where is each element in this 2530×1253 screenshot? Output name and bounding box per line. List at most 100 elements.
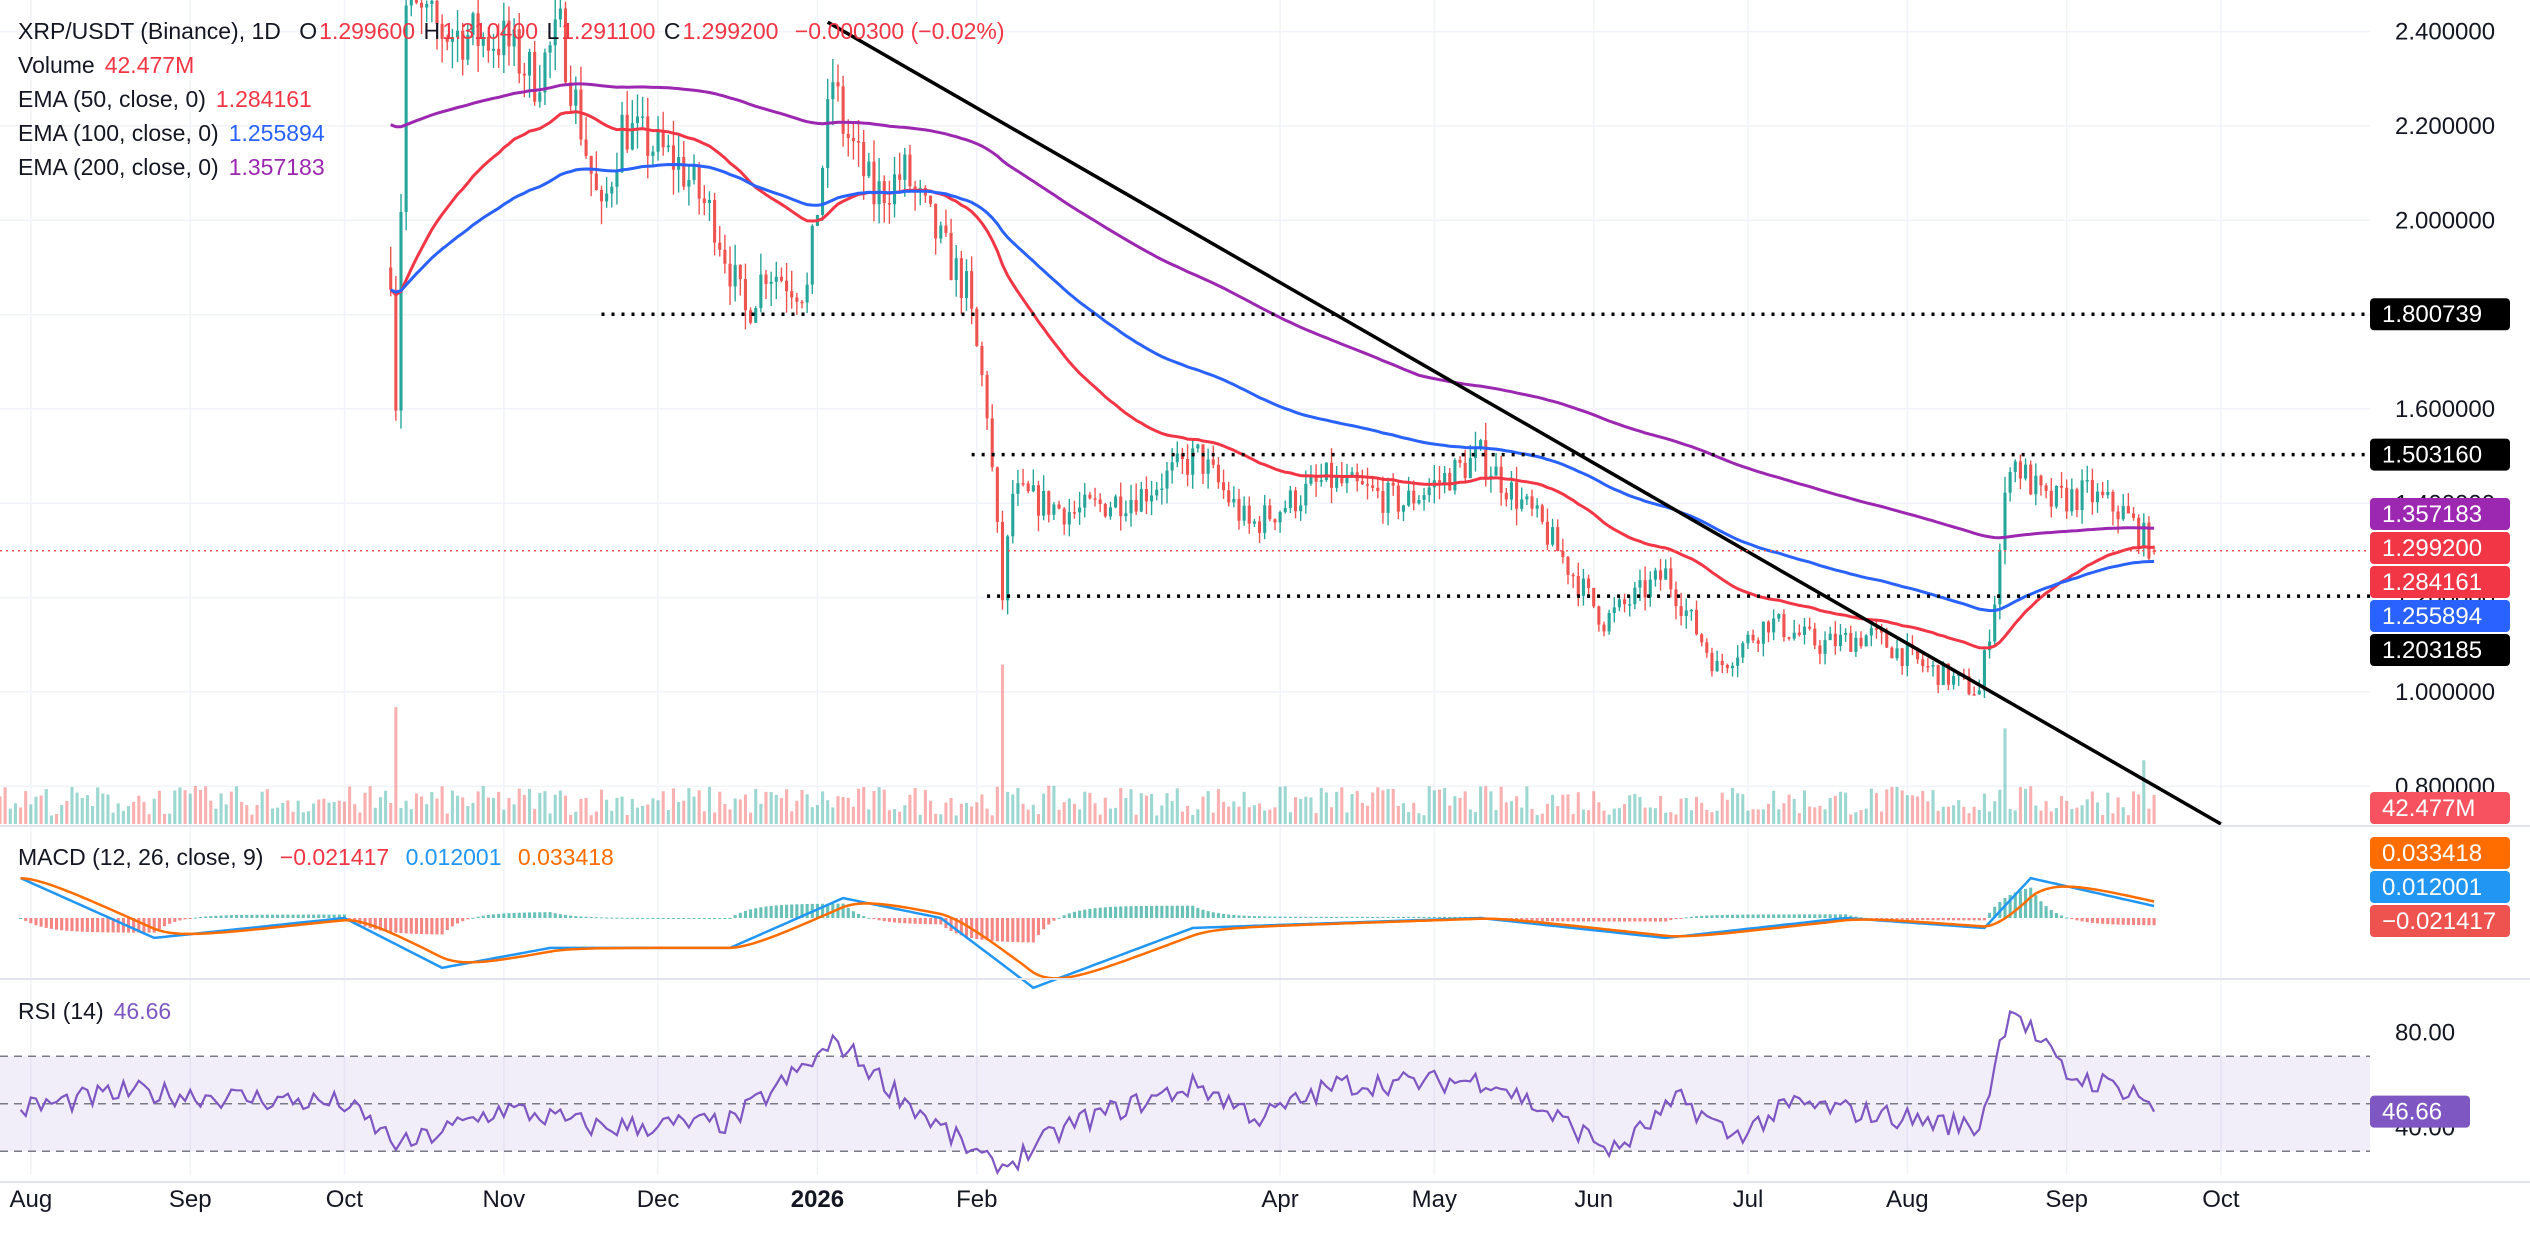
macd-histogram-bar <box>270 914 275 918</box>
candle-body <box>538 92 542 102</box>
candle-body <box>995 467 999 522</box>
volume-bar <box>2126 815 2130 824</box>
volume-bar <box>1736 793 1740 824</box>
volume-bar <box>769 791 773 824</box>
candle-body <box>512 29 516 47</box>
candle-body <box>414 0 418 3</box>
volume-bar <box>13 803 17 824</box>
candle-body <box>913 186 917 189</box>
volume-bar <box>404 800 408 824</box>
macd-label: MACD (12, 26, close, 9) <box>18 844 264 870</box>
volume-bar <box>862 786 866 824</box>
macd-histogram-bar <box>646 917 650 919</box>
macd-histogram-bar <box>903 918 907 924</box>
candle-body <box>1766 621 1771 633</box>
macd-histogram-bar <box>1967 918 1971 921</box>
macd-histogram-bar <box>1365 916 1370 918</box>
level-label-1203185-box <box>2370 634 2510 666</box>
volume-bar <box>1905 795 1909 824</box>
candles <box>389 0 2156 698</box>
candle-body <box>1119 496 1123 517</box>
volume-bar <box>2080 805 2084 824</box>
volume-bar <box>312 803 316 824</box>
rsi-axis-label: 46.66 <box>2382 1099 2442 1126</box>
macd-histogram-bar <box>594 917 598 919</box>
volume-bar <box>2101 815 2105 824</box>
macd-histogram-bar <box>2039 901 2043 918</box>
candle-body <box>1617 599 1621 608</box>
candle-body <box>1741 643 1745 658</box>
volume-bar <box>625 815 629 824</box>
volume-bar <box>1401 803 1406 824</box>
volume-bar <box>964 802 969 824</box>
macd-histogram-bar <box>1885 918 1889 920</box>
volume-bar <box>1581 809 1585 824</box>
candle-body <box>1196 444 1200 449</box>
macd-histogram-bar <box>286 914 290 918</box>
macd-histogram-bar <box>1890 918 1894 920</box>
volume-bar <box>183 790 187 824</box>
macd-histogram-bar <box>1694 916 1699 918</box>
volume-bar <box>1916 796 1920 824</box>
macd-axis-label-box <box>2370 871 2510 903</box>
rsi-value: 46.66 <box>113 998 172 1024</box>
candle-body <box>2070 489 2074 512</box>
candle-body <box>1705 642 1709 653</box>
volume-bar <box>738 799 742 824</box>
volume-bar <box>1314 813 1318 824</box>
candle-body <box>641 116 645 118</box>
macd-histogram-bar <box>1139 905 1143 918</box>
macd-histogram-bar <box>2106 918 2110 925</box>
volume-bar <box>2070 809 2074 824</box>
volume-bar <box>671 788 676 824</box>
volume-bar <box>749 812 753 824</box>
candle-body <box>497 48 501 56</box>
candle-body <box>990 418 994 468</box>
volume-bar <box>728 809 732 824</box>
candle-body <box>1391 482 1395 486</box>
volume-bar <box>1309 797 1313 824</box>
volume-bar <box>1186 805 1190 824</box>
x-tick-label: Sep <box>169 1186 212 1213</box>
macd-histogram-bar <box>90 918 95 933</box>
candle-body <box>1067 512 1071 525</box>
x-tick-label: Feb <box>956 1186 997 1213</box>
macd-histogram-bar <box>538 912 542 918</box>
macd-histogram-bar <box>481 915 485 918</box>
macd-histogram-bar <box>800 904 804 918</box>
candle-body <box>1931 665 1935 667</box>
volume-bar <box>2137 794 2141 824</box>
macd-histogram-bar <box>605 917 609 919</box>
candle-body <box>409 0 413 6</box>
macd-histogram-bar <box>409 918 413 934</box>
macd-histogram-bar <box>1648 918 1652 922</box>
open-label: O <box>299 18 318 44</box>
volume-bar <box>1386 788 1390 824</box>
macd-histogram-bar <box>738 912 742 918</box>
macd-histogram-bar <box>1396 916 1400 918</box>
macd-histogram-bar <box>1036 918 1041 936</box>
volume-bar <box>245 805 249 824</box>
macd-histogram-bar <box>1592 918 1596 922</box>
x-tick-label: Jun <box>1574 1186 1613 1213</box>
candle-body <box>394 289 398 411</box>
legend-ema50: EMA (50, close, 0) 1.284161 <box>18 82 312 116</box>
candle-body <box>1540 505 1544 522</box>
volume-bar <box>779 798 783 824</box>
close-value: 1.299200 <box>682 18 779 44</box>
macd-histogram-bar <box>2065 917 2069 919</box>
volume-bar <box>553 794 557 824</box>
volume-bar <box>2121 807 2125 824</box>
macd-histogram-bar <box>425 918 429 935</box>
candle-body <box>2142 522 2146 547</box>
macd-histogram-bar <box>1232 914 1236 918</box>
macd-histogram-bar <box>923 918 927 925</box>
volume-bar <box>1802 790 1807 824</box>
candle-body <box>589 155 593 174</box>
overlays <box>0 20 2370 826</box>
macd-histogram-bar <box>718 917 722 919</box>
macd-histogram-bar <box>1288 916 1292 918</box>
volume-bar <box>1998 789 2002 824</box>
volume-bar <box>687 788 691 824</box>
macd-hist-value: −0.021417 <box>279 844 390 870</box>
